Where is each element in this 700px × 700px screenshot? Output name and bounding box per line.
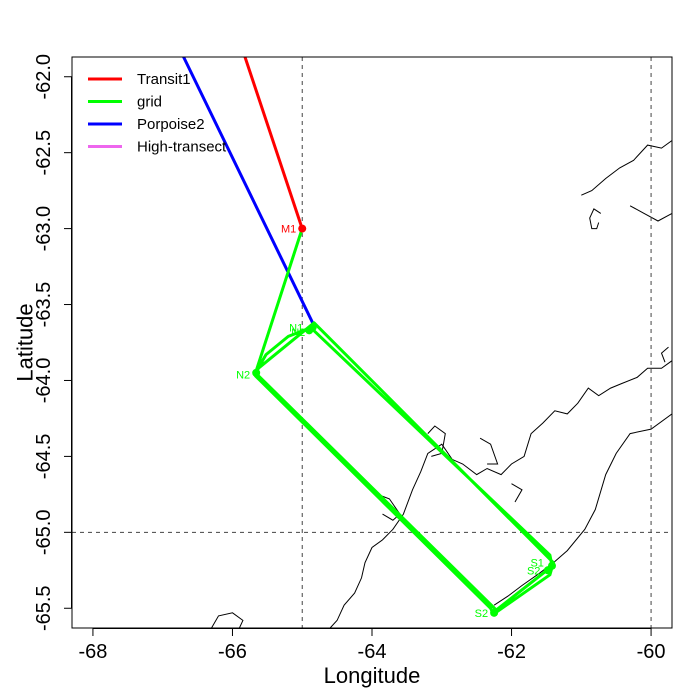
coastline-7 — [427, 425, 446, 457]
x-tick-label-2: -64 — [358, 641, 387, 663]
series-line-transit1 — [243, 57, 304, 231]
series-line-grid — [254, 227, 555, 615]
coastline-4 — [589, 208, 602, 230]
series-line-porpoise2 — [182, 57, 316, 328]
y-tick-label-3: -63.5 — [33, 282, 55, 328]
legend: Transit1 grid Porpoise2 High-transect — [88, 71, 227, 156]
reference-lines — [72, 57, 672, 628]
point-label-6: S2 — [475, 608, 488, 620]
point-marker-6 — [490, 608, 499, 617]
y-tick-label-2: -63.0 — [33, 206, 55, 252]
series-layer — [182, 57, 555, 615]
x-tick-label-4: -60 — [637, 641, 666, 663]
coastline-8 — [479, 437, 499, 465]
x-tick-label-0: -68 — [78, 641, 107, 663]
x-axis-title: Longitude — [324, 663, 421, 688]
y-tick-label-5: -64.5 — [33, 434, 55, 480]
point-label-4: S1 — [530, 558, 543, 570]
point-marker-2 — [305, 326, 314, 335]
coastline-0 — [493, 413, 672, 606]
coastline-5 — [660, 346, 669, 363]
point-label-3: N2 — [236, 369, 250, 381]
coastline-2 — [581, 140, 672, 196]
point-label-5: S2 — [527, 565, 540, 577]
coastline-layer — [211, 140, 672, 628]
legend-label-1: grid — [137, 94, 162, 111]
y-tick-label-6: -65.0 — [33, 510, 55, 556]
point-marker-3 — [252, 368, 261, 377]
x-tick-label-3: -62 — [497, 641, 526, 663]
point-label-1: N1 — [289, 322, 303, 334]
x-tick-label-1: -66 — [218, 641, 247, 663]
y-tick-label-1: -62.5 — [33, 130, 55, 176]
coastline-1 — [329, 360, 672, 628]
point-marker-5 — [543, 566, 552, 575]
y-tick-label-0: -62.0 — [33, 54, 55, 100]
coastline-6 — [211, 612, 244, 628]
point-marker-0 — [298, 224, 307, 233]
y-axis-title: Latitude — [13, 303, 38, 381]
coastline-10 — [511, 483, 523, 503]
legend-label-2: Porpoise2 — [137, 116, 205, 133]
y-tick-label-4: -64.0 — [33, 358, 55, 404]
point-label-0: M1 — [281, 224, 296, 236]
x-axis: -68 -66 -64 -62 -60 — [78, 628, 666, 663]
y-axis: -62.0 -62.5 -63.0 -63.5 -64.0 -64.5 -65.0 -65.5 — [33, 54, 72, 631]
legend-label-3: High-transect — [137, 139, 227, 156]
point-label-2: N2 — [291, 327, 305, 339]
y-tick-label-7: -65.5 — [33, 585, 55, 631]
point-markers — [252, 224, 556, 617]
legend-label-0: Transit1 — [137, 71, 191, 88]
